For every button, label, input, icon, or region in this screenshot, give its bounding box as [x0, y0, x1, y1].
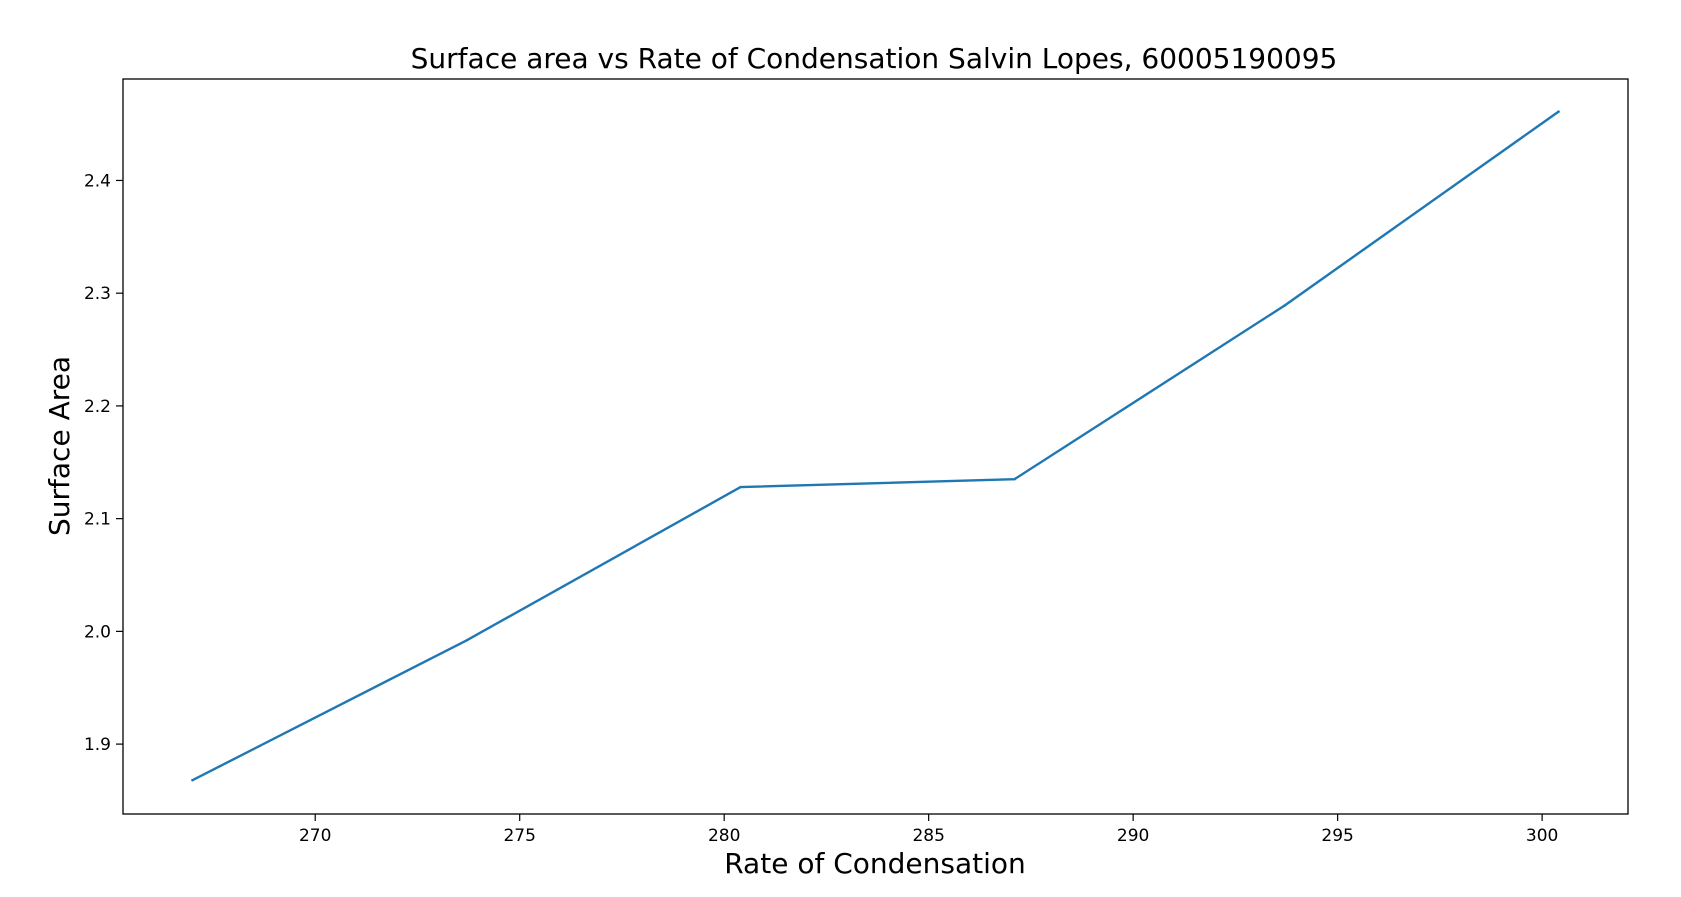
data-point	[1557, 110, 1560, 113]
x-tick-label: 280	[708, 826, 740, 846]
y-tick-label: 2.4	[84, 171, 111, 191]
x-axis-label: Rate of Condensation	[724, 847, 1026, 880]
data-point	[465, 639, 468, 642]
y-tick-label: 1.9	[84, 735, 111, 755]
data-point	[1283, 304, 1286, 307]
x-axis: 270 275 280 285 290 295 300	[299, 814, 1558, 846]
y-tick-label: 2.1	[84, 510, 111, 530]
x-tick-label: 300	[1526, 826, 1558, 846]
plot-area: 270 275 280 285 290 295 300 1.9 2.0 2.1 2.2 2.3 2.4	[84, 78, 1629, 846]
data-point	[191, 778, 194, 782]
y-axis-label: Surface Area	[43, 356, 76, 536]
x-tick-label: 285	[912, 826, 944, 846]
plot-frame	[122, 78, 1629, 815]
x-tick-label: 290	[1117, 826, 1149, 846]
series-layer	[190, 110, 1561, 782]
chart-title: Surface area vs Rate of Condensation Sal…	[411, 42, 1338, 75]
data-point	[739, 485, 742, 489]
x-tick-label: 270	[299, 826, 331, 846]
series-line	[190, 110, 1561, 782]
x-tick-label: 295	[1321, 826, 1353, 846]
y-tick-label: 2.3	[84, 284, 111, 304]
y-tick-label: 2.2	[84, 397, 111, 417]
x-tick-label: 275	[503, 826, 535, 846]
y-tick-label: 2.0	[84, 622, 111, 642]
data-point	[1013, 477, 1016, 481]
y-axis: 1.9 2.0 2.1 2.2 2.3 2.4	[84, 171, 123, 755]
